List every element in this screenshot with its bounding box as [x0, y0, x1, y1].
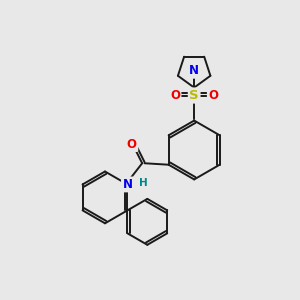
- Text: S: S: [189, 89, 199, 102]
- Text: O: O: [127, 138, 137, 151]
- Text: N: N: [189, 64, 199, 77]
- Text: O: O: [170, 89, 180, 102]
- Text: N: N: [122, 178, 132, 191]
- Text: N: N: [189, 64, 199, 77]
- Text: H: H: [139, 178, 148, 188]
- Text: O: O: [208, 89, 218, 102]
